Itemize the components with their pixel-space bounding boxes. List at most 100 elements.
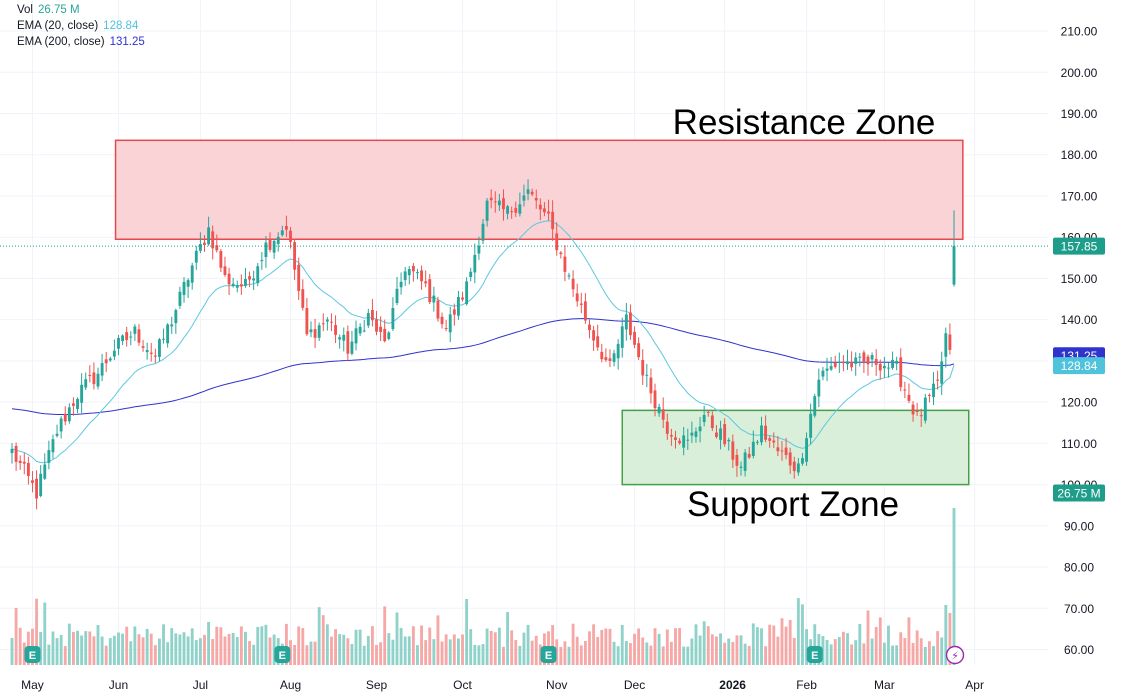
volume-bar-41: [178, 634, 182, 665]
candle-182: [755, 439, 759, 446]
candle-202: [837, 352, 841, 373]
legend-ema20[interactable]: EMA (20, close) 128.84: [17, 18, 145, 34]
candle-50: [215, 234, 219, 253]
volume-bar-52: [223, 636, 227, 665]
indicator-legend: Vol 26.75 M EMA (20, close) 128.84 EMA (20…: [17, 2, 145, 50]
volume-bar-178: [739, 635, 743, 665]
volume-bar-200: [829, 644, 833, 665]
candle-56: [239, 274, 243, 295]
candle-166: [690, 421, 694, 444]
candle-107: [448, 306, 452, 343]
candle-15: [72, 397, 75, 416]
month-label-3: Aug: [280, 678, 301, 692]
volume-bar-203: [841, 631, 845, 665]
candle-209: [866, 354, 870, 376]
candle-53: [227, 267, 231, 295]
candle-219: [907, 383, 911, 404]
volume-bar-204: [846, 633, 849, 665]
candle-78: [330, 313, 333, 332]
candle-0: [10, 443, 14, 464]
candle-114: [477, 236, 481, 260]
candle-69: [293, 238, 297, 280]
volume-bar-42: [182, 632, 186, 665]
time-axis[interactable]: May Jun Jul Aug Sep Oct Nov Dec 2026 Feb Mar Apr: [21, 678, 984, 692]
candle-129: [538, 198, 542, 221]
volume-bar-144: [600, 629, 604, 665]
lightning-marker[interactable]: ⚡: [945, 645, 965, 665]
candle-147: [612, 349, 616, 367]
volume-bar-179: [743, 643, 747, 665]
candle-124: [518, 192, 522, 217]
earnings-marker-2[interactable]: E: [540, 646, 557, 663]
candle-140: [583, 293, 587, 324]
volume-bar-159: [661, 646, 665, 665]
candle-112: [469, 267, 473, 282]
price-tick-0: 210.00: [1061, 25, 1098, 39]
price-tick-3: 180.00: [1061, 148, 1098, 162]
candle-90: [379, 316, 383, 341]
svg-text:E: E: [29, 650, 36, 662]
legend-ema200[interactable]: EMA (200, close) 131.25: [17, 34, 145, 50]
candle-11: [55, 424, 59, 438]
volume-bar-86: [362, 645, 366, 665]
candle-121: [506, 204, 510, 220]
candle-104: [436, 296, 440, 322]
volume-bar-136: [567, 646, 571, 665]
candle-207: [858, 352, 862, 367]
volume-bar-126: [526, 624, 530, 665]
volume-bar-225: [932, 646, 935, 665]
candle-94: [395, 276, 399, 306]
volume-bar-208: [862, 643, 866, 665]
volume-bar-95: [399, 627, 403, 665]
candle-9: [47, 440, 51, 470]
earnings-marker-0[interactable]: E: [24, 646, 41, 663]
earnings-marker-3[interactable]: E: [806, 646, 823, 663]
support-zone-box[interactable]: [621, 409, 970, 486]
volume-bar-40: [174, 633, 178, 665]
candle-222: [919, 408, 923, 427]
volume-bar-58: [248, 641, 251, 665]
ema20-line: [11, 220, 955, 464]
candle-193: [801, 453, 804, 466]
volume-bar-177: [735, 635, 739, 665]
candle-192: [796, 458, 800, 476]
price-axis[interactable]: 210.00200.00190.00180.00170.00160.00150.…: [1061, 25, 1098, 657]
volume-bar-125: [522, 632, 526, 665]
candle-96: [403, 267, 407, 286]
legend-vol-label: Vol: [17, 4, 33, 16]
legend-vol[interactable]: Vol 26.75 M: [17, 2, 145, 18]
candle-6: [35, 470, 39, 510]
volume-bar-148: [616, 646, 620, 665]
volume-bar-229: [948, 613, 952, 665]
volume-bar-10: [51, 631, 55, 665]
volume-bar-108: [452, 634, 456, 665]
volume-bar-2: [18, 627, 22, 665]
candle-46: [198, 232, 202, 254]
volume-bar-139: [579, 645, 583, 665]
candle-186: [772, 432, 776, 449]
candle-33: [145, 342, 149, 360]
volume-bar-189: [784, 626, 788, 665]
volume-bar-174: [723, 642, 727, 665]
candle-116: [485, 198, 489, 227]
volume-bar-171: [710, 634, 714, 665]
price-tick-4: 170.00: [1061, 189, 1098, 203]
volume-bar-176: [731, 641, 735, 665]
candle-180: [747, 446, 751, 459]
candle-89: [375, 310, 378, 336]
volume-bar-168: [698, 635, 702, 665]
candle-97: [407, 265, 411, 285]
volume-bar-164: [682, 646, 686, 665]
earnings-marker-1[interactable]: E: [274, 646, 291, 663]
volume-bar-172: [715, 636, 718, 665]
resistance-zone-box[interactable]: [114, 139, 964, 241]
candle-149: [620, 317, 624, 358]
volume-bar-169: [702, 621, 706, 665]
volume-bar-154: [641, 637, 645, 665]
candle-62: [264, 236, 268, 268]
volume-bar-13: [63, 646, 67, 665]
candle-153: [637, 337, 641, 360]
candle-167: [694, 427, 698, 443]
candle-25: [112, 339, 116, 361]
